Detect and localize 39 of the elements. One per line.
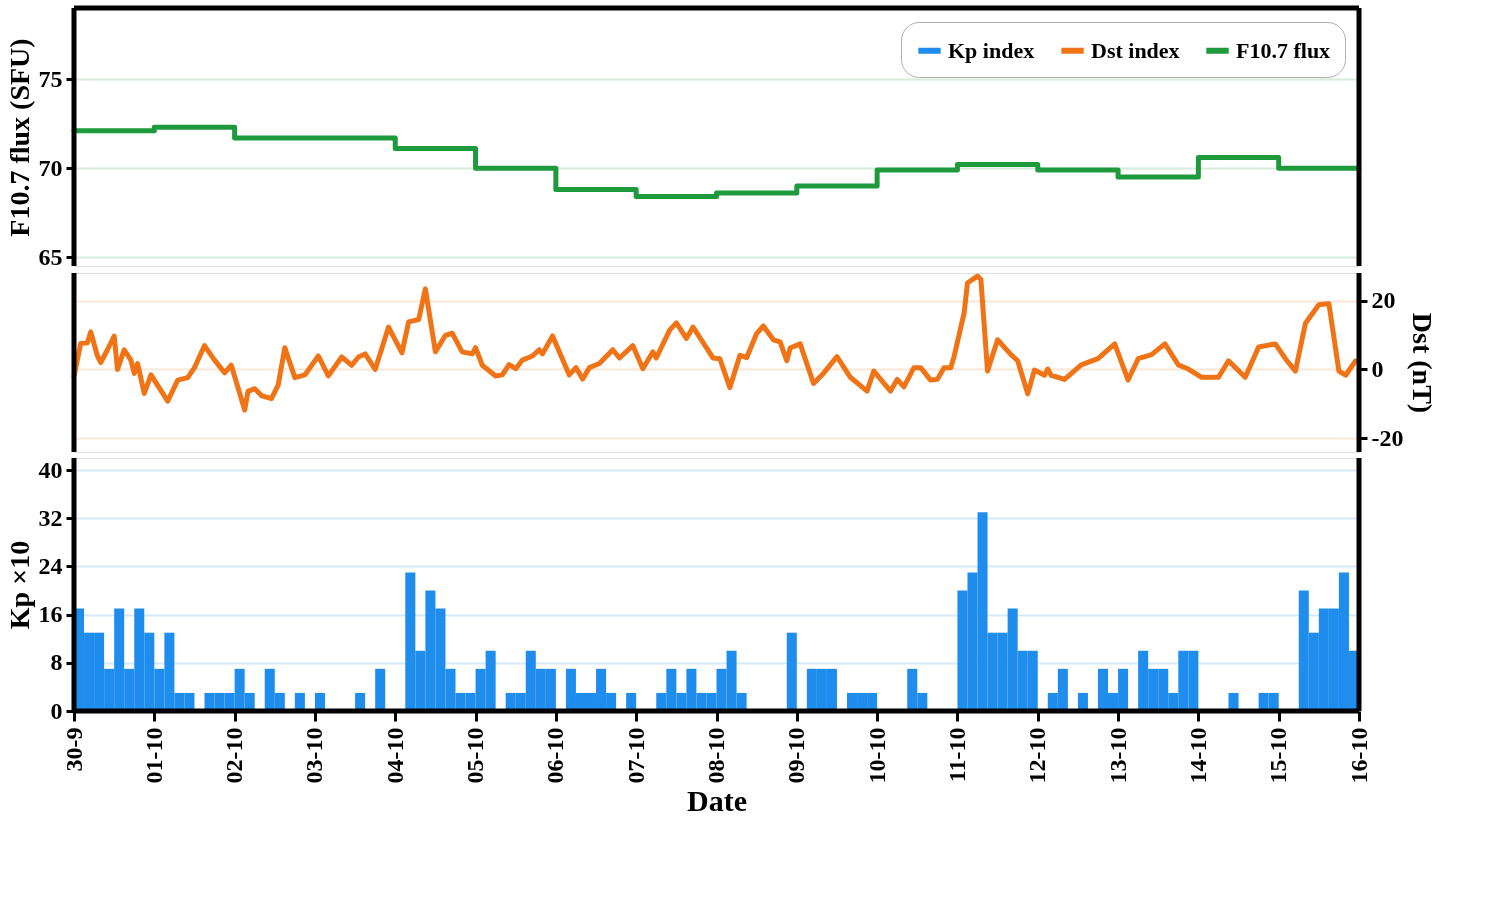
x-tick-label: 02-10 <box>221 727 248 784</box>
y-axis-title: F10.7 flux (SFU) <box>3 38 35 237</box>
x-tick-label: 30-9 <box>60 727 87 772</box>
x-tick-label: 09-10 <box>783 727 810 784</box>
x-tick-label: 14-10 <box>1184 727 1211 784</box>
bar <box>786 632 797 711</box>
y-tick-label: 70 <box>38 154 63 181</box>
legend-label: Kp index <box>948 37 1035 63</box>
y-tick-label: 24 <box>38 552 63 579</box>
x-tick-label: 03-10 <box>301 727 328 784</box>
y-tick-label: 65 <box>38 243 63 270</box>
y-tick-label: 32 <box>38 504 63 531</box>
x-tick-label: 05-10 <box>462 727 489 784</box>
y2-tick-label: 20 <box>1371 287 1396 314</box>
y-tick-label: 0 <box>50 697 63 724</box>
x-tick-label: 11-10 <box>943 727 970 783</box>
x-tick-label: 16-10 <box>1345 727 1372 784</box>
y-tick-label: 8 <box>50 649 63 676</box>
y-tick-label: 40 <box>38 456 63 483</box>
x-tick-label: 12-10 <box>1024 727 1051 784</box>
x-tick-label: 07-10 <box>622 727 649 784</box>
y2-tick-label: -20 <box>1371 424 1404 451</box>
y2-axis-title: Dst (nT) <box>1407 312 1439 414</box>
legend-label: Dst index <box>1091 37 1180 63</box>
y-axis-title: Kp ×10 <box>3 540 35 630</box>
x-tick-label: 13-10 <box>1104 727 1131 784</box>
y-tick-label: 75 <box>38 65 63 92</box>
legend-label: F10.7 flux <box>1236 37 1331 63</box>
x-tick-label: 06-10 <box>542 727 569 784</box>
bar <box>375 668 386 711</box>
bar <box>1228 692 1239 711</box>
x-tick-label: 10-10 <box>863 727 890 784</box>
x-tick-label: 01-10 <box>140 727 167 784</box>
x-tick-label: 15-10 <box>1265 727 1292 784</box>
x-tick-label: 08-10 <box>703 727 729 784</box>
x-tick-label: 04-10 <box>381 727 408 784</box>
y2-tick-label: 0 <box>1371 355 1384 382</box>
y-tick-label: 16 <box>38 601 63 628</box>
x-axis-title: Date <box>687 784 747 818</box>
